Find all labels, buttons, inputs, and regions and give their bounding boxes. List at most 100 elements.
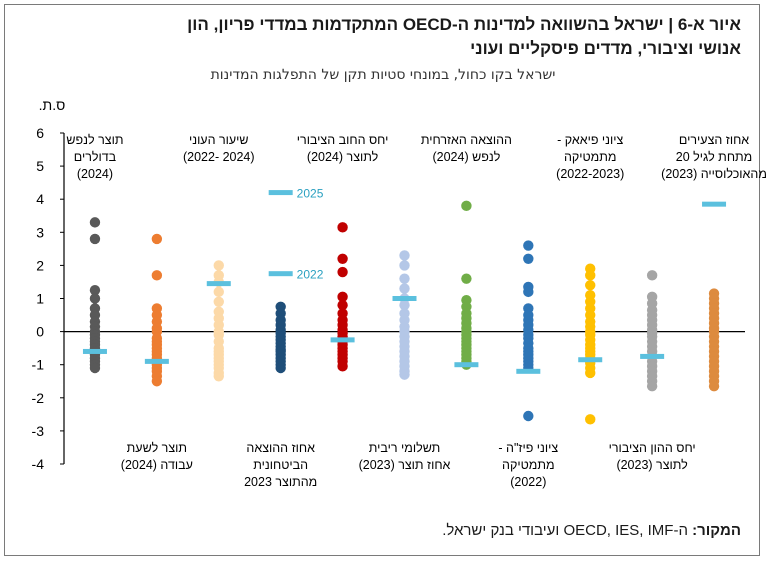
data-point — [337, 291, 348, 303]
source-label: המקור: — [692, 522, 741, 539]
data-point — [151, 376, 163, 387]
category-label: ציוני פיאאק - — [557, 133, 623, 147]
figure-title-line1: איור א-6 | ישראל בהשוואה למדינות ה-OECD … — [187, 15, 741, 34]
data-point — [399, 369, 410, 380]
series-group: אחוז הצעירים מתחת לגיל 20 מהאוכלוסייה (202… — [661, 133, 767, 392]
y-tick-label: 3 — [36, 224, 44, 240]
data-point — [646, 270, 658, 281]
israel-marker — [578, 357, 603, 363]
data-point — [523, 253, 534, 264]
series-group: תשלומי ריבית אחוז תוצר (2023) — [359, 250, 451, 472]
israel-marker — [454, 362, 479, 368]
y-tick-label: 4 — [36, 191, 44, 207]
israel-marker — [206, 281, 231, 287]
data-point — [399, 250, 410, 261]
y-tick-label: -4 — [32, 456, 45, 472]
data-point — [708, 381, 720, 392]
data-point — [585, 367, 596, 379]
data-point — [461, 200, 472, 212]
israel-marker — [392, 296, 417, 301]
israel-year-annotation: 2025 — [297, 187, 324, 201]
data-point — [585, 414, 596, 425]
category-label: לנפש (2024) — [432, 150, 500, 164]
data-point — [89, 217, 101, 228]
y-tick-label: 5 — [36, 158, 44, 174]
category-label: שיעור העוני — [189, 133, 249, 147]
category-label: מהתוצר 2023 — [244, 475, 317, 489]
series-group: יחס החוב הציבורי לתוצר (2024) — [297, 133, 389, 372]
category-label: הביטחונית — [253, 458, 308, 472]
data-point — [585, 280, 596, 291]
y-axis-unit-label: ס.ת. — [39, 97, 66, 113]
data-point — [523, 410, 534, 422]
data-point — [337, 361, 348, 372]
series-group: יחס ההון הציבורי לתוצר (2023) — [609, 270, 696, 472]
data-point — [213, 296, 224, 308]
israel-marker — [82, 348, 107, 354]
series-group: ציוני פיז"ה - מתמטיקה (2022) — [498, 240, 558, 489]
category-label: אחוז ההוצאה — [246, 441, 315, 455]
data-point — [89, 362, 101, 374]
category-label: לתוצר (2023) — [616, 458, 688, 472]
category-label: ההוצאה האזרחית — [421, 133, 512, 147]
israel-marker — [702, 201, 727, 207]
series-group: ציוני פיאאק - מתמטיקה (2022-2023) — [556, 133, 624, 425]
y-tick-label: 2 — [36, 257, 44, 273]
y-tick-label: 0 — [36, 324, 44, 340]
israel-marker — [640, 353, 665, 359]
category-label: תוצר לשעת — [127, 441, 187, 455]
category-label: תשלומי ריבית — [369, 441, 440, 455]
data-point — [523, 240, 534, 251]
series-group: תוצר לשעת עבודה (2024) — [121, 233, 193, 472]
source-text: ה-OECD, IES, IMF ועיבודי בנק ישראל. — [442, 522, 693, 539]
category-label: (2022) — [510, 475, 546, 489]
data-point — [213, 260, 224, 271]
data-point — [523, 286, 534, 298]
y-tick-label: 6 — [36, 125, 44, 141]
category-label: (2024) — [77, 167, 113, 181]
series-group: תוצר לנפש בדולרים (2024) — [66, 133, 124, 374]
category-label: אחוז הצעירים — [679, 133, 749, 147]
data-point — [646, 381, 658, 392]
category-label: לתוצר (2024) — [307, 150, 379, 164]
y-tick-label: -1 — [32, 357, 45, 373]
data-point — [89, 285, 101, 296]
category-label: (2022-2023) — [556, 167, 624, 181]
data-point — [337, 222, 348, 233]
israel-marker — [144, 358, 169, 364]
category-label: ציוני פיז"ה - — [498, 441, 558, 455]
series-group: שיעור העוני (2024 -2022) — [183, 133, 255, 382]
data-point — [213, 286, 224, 298]
category-label: בדולרים — [74, 150, 117, 164]
israel-marker — [330, 337, 355, 343]
series-group: 2025 2022 אחוז ההוצאה הביטחונית מהתוצר 2023 — [244, 187, 324, 489]
figure-subtitle: ישראל בקו כחול, במונחי סטיות תקן של התפל… — [210, 67, 556, 83]
category-label: (2024 -2022) — [183, 150, 255, 164]
data-point — [399, 299, 410, 311]
figure-frame: איור א-6 | ישראל בהשוואה למדינות ה-OECD … — [4, 4, 760, 556]
category-label: מתמטיקה — [502, 458, 555, 472]
data-point — [337, 266, 348, 278]
data-point — [89, 233, 101, 245]
source-note: המקור: ה-OECD, IES, IMF ועיבודי בנק ישרא… — [25, 522, 741, 539]
data-point — [151, 270, 163, 281]
category-label: אחוז תוצר (2023) — [359, 458, 451, 472]
data-point — [399, 283, 410, 294]
israel-marker — [516, 368, 541, 374]
y-tick-label: 1 — [36, 291, 44, 307]
data-point — [585, 270, 596, 281]
category-label: תוצר לנפש — [66, 133, 123, 147]
israel-marker — [268, 271, 293, 277]
data-point — [151, 233, 163, 245]
category-label: יחס ההון הציבורי — [609, 441, 696, 455]
data-point — [337, 299, 348, 311]
data-point — [461, 273, 472, 284]
israel-marker — [268, 190, 293, 196]
data-point — [275, 362, 286, 374]
data-point — [337, 253, 348, 264]
data-point — [89, 293, 101, 304]
y-tick-label: -2 — [32, 390, 45, 406]
category-label: עבודה (2024) — [121, 458, 193, 472]
category-label: יחס החוב הציבורי — [297, 133, 389, 147]
